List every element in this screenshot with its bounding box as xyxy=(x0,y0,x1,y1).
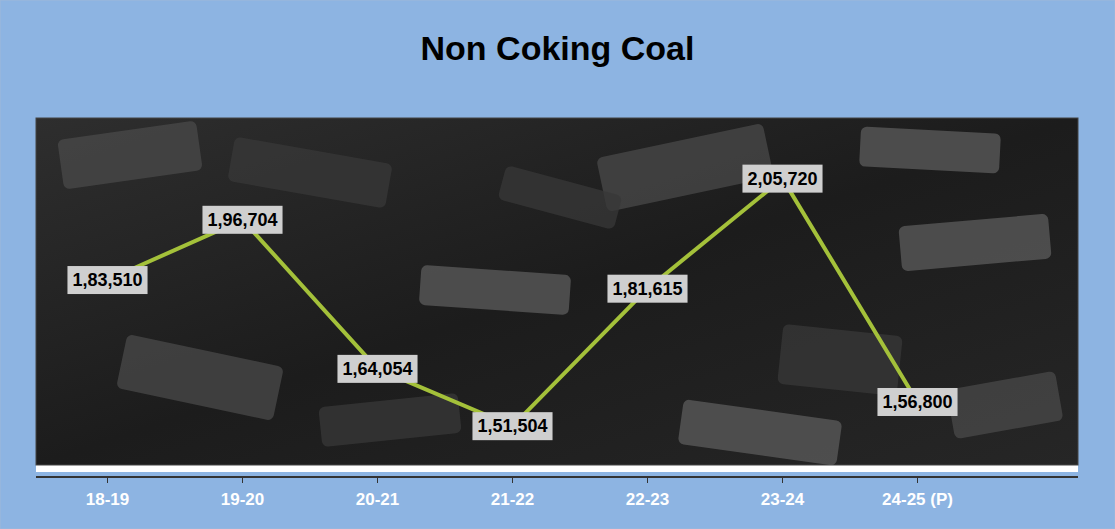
coal-piece xyxy=(777,324,903,396)
data-label: 1,96,704 xyxy=(202,206,282,234)
x-tick-mark xyxy=(512,477,513,483)
data-label-box xyxy=(337,355,417,383)
x-tick: 20-21 xyxy=(356,477,399,509)
x-axis-line xyxy=(36,476,1078,478)
data-label-box xyxy=(877,388,957,416)
coal-piece xyxy=(946,371,1063,439)
x-tick: 18-19 xyxy=(86,477,129,509)
data-label-box xyxy=(202,206,282,234)
coal-piece xyxy=(419,265,571,315)
coal-piece xyxy=(898,214,1051,272)
data-label-box xyxy=(742,165,822,193)
x-tick-label: 19-20 xyxy=(221,490,264,509)
coal-piece xyxy=(678,399,843,465)
data-label-text: 1,96,704 xyxy=(207,210,277,230)
coal-piece xyxy=(57,121,203,190)
data-label-text: 2,05,720 xyxy=(747,169,817,189)
coal-piece xyxy=(498,165,623,230)
background xyxy=(0,0,1115,529)
data-label-text: 1,83,510 xyxy=(72,270,142,290)
data-label: 1,81,615 xyxy=(607,275,687,303)
data-label: 1,51,504 xyxy=(472,412,552,440)
data-label: 1,83,510 xyxy=(67,266,147,294)
x-tick-label: 21-22 xyxy=(491,490,534,509)
x-tick-label: 24-25 (P) xyxy=(882,490,953,509)
series xyxy=(108,179,918,427)
x-tick-mark xyxy=(782,477,783,483)
x-tick-mark xyxy=(242,477,243,483)
x-tick-mark xyxy=(377,477,378,483)
coal-piece xyxy=(227,136,392,208)
data-label-text: 1,51,504 xyxy=(477,416,547,436)
chart: Non Coking Coal 18-19 19-20 20-21 21-22 22-23… xyxy=(0,0,1115,529)
coal-piece xyxy=(859,126,1001,173)
x-tick: 21-22 xyxy=(491,477,534,509)
data-label-box xyxy=(607,275,687,303)
x-tick-label: 18-19 xyxy=(86,490,129,509)
x-tick: 19-20 xyxy=(221,477,264,509)
data-label: 1,64,054 xyxy=(337,355,417,383)
x-tick-mark xyxy=(917,477,918,483)
x-tick-mark xyxy=(647,477,648,483)
x-tick: 23-24 xyxy=(761,477,805,509)
x-axis: 18-19 19-20 20-21 21-22 22-23 23-24 24-25 (P) xyxy=(36,477,1078,509)
data-labels: 1,83,510 1,96,704 1,64,054 1,51,504 1,81,615… xyxy=(67,165,957,441)
x-tick-label: 23-24 xyxy=(761,490,805,509)
data-label: 1,56,800 xyxy=(877,388,957,416)
x-tick-mark xyxy=(107,477,108,483)
line xyxy=(108,179,918,427)
x-tick-label: 22-23 xyxy=(626,490,669,509)
data-label-text: 1,81,615 xyxy=(612,279,682,299)
title: Non Coking Coal xyxy=(421,29,695,67)
data-label-text: 1,56,800 xyxy=(882,392,952,412)
data-label-text: 1,64,054 xyxy=(342,359,412,379)
coal-texture xyxy=(57,121,1063,465)
plot-border xyxy=(36,118,1078,472)
coal-piece xyxy=(318,393,461,447)
x-tick-label: 20-21 xyxy=(356,490,399,509)
plot-area xyxy=(36,118,1078,465)
data-label-box xyxy=(67,266,147,294)
coal-piece xyxy=(116,334,284,421)
data-label-box xyxy=(472,412,552,440)
data-label: 2,05,720 xyxy=(742,165,822,193)
x-tick: 22-23 xyxy=(626,477,669,509)
x-tick: 24-25 (P) xyxy=(882,477,953,509)
